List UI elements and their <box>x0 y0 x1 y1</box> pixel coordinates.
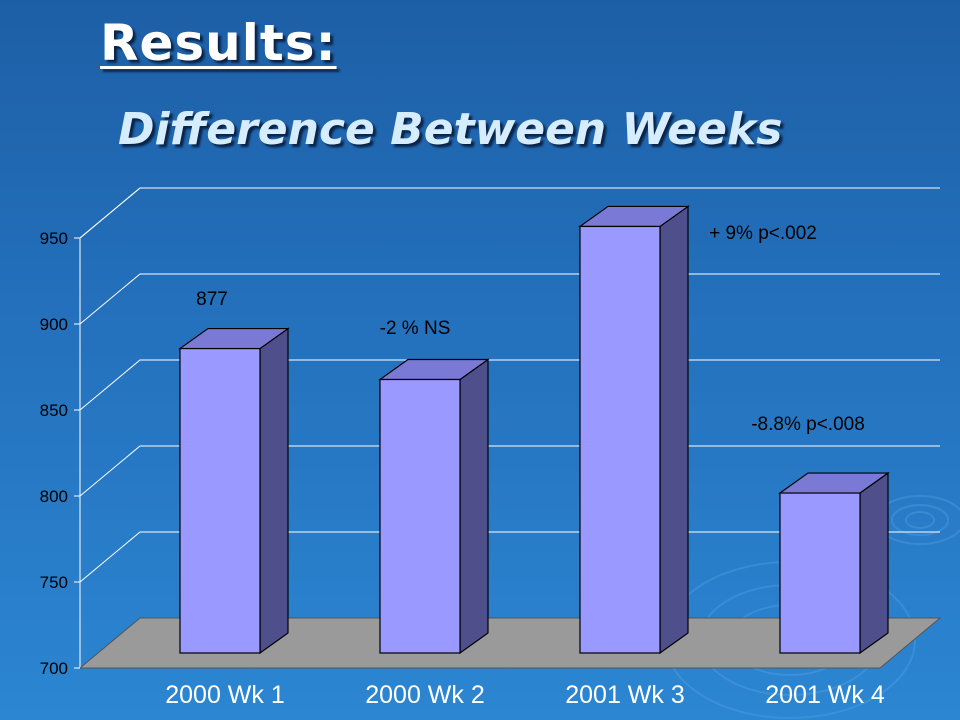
bar-annotation: 877 <box>196 289 228 310</box>
bar-annotation: + 9% p<.002 <box>709 223 817 244</box>
slide-title: Results: <box>100 14 337 72</box>
bar <box>778 471 890 655</box>
x-tick-label: 2001 Wk 4 <box>765 681 885 709</box>
bar-annotations: 877 -2 % NS + 9% p<.002 -8.8% p<.008 <box>196 223 865 435</box>
chart-walls <box>79 187 141 668</box>
bar-annotation: -8.8% p<.008 <box>751 414 865 435</box>
y-tick-labels: 700 750 800 850 900 950 <box>40 229 80 678</box>
y-tick-label: 850 <box>40 401 68 420</box>
bar <box>378 358 490 655</box>
bar-side <box>659 205 689 655</box>
chart-floor <box>78 617 942 669</box>
bar-side <box>259 327 289 655</box>
chart-bars <box>178 205 890 655</box>
bar-annotation: -2 % NS <box>380 318 451 339</box>
y-tick-label: 950 <box>40 229 68 248</box>
bar-front <box>179 347 261 654</box>
slide-subtitle: Difference Between Weeks <box>118 104 783 155</box>
bar <box>578 205 690 655</box>
x-tick-labels: 2000 Wk 1 2000 Wk 2 2001 Wk 3 2001 Wk 4 <box>165 681 885 709</box>
chart-floor-plane <box>78 617 942 669</box>
bar <box>178 327 290 655</box>
bar-side <box>459 358 489 655</box>
y-tick-label: 750 <box>40 573 68 592</box>
x-tick-label: 2001 Wk 3 <box>565 681 685 709</box>
bar-front <box>779 492 861 654</box>
y-tick-label: 900 <box>40 315 68 334</box>
bar-front <box>579 225 661 654</box>
bar-front <box>379 378 461 654</box>
x-tick-label: 2000 Wk 1 <box>165 681 285 709</box>
y-tick-label: 700 <box>40 659 68 678</box>
x-tick-label: 2000 Wk 2 <box>365 681 485 709</box>
bar-side <box>859 471 889 655</box>
y-tick-label: 800 <box>40 487 68 506</box>
